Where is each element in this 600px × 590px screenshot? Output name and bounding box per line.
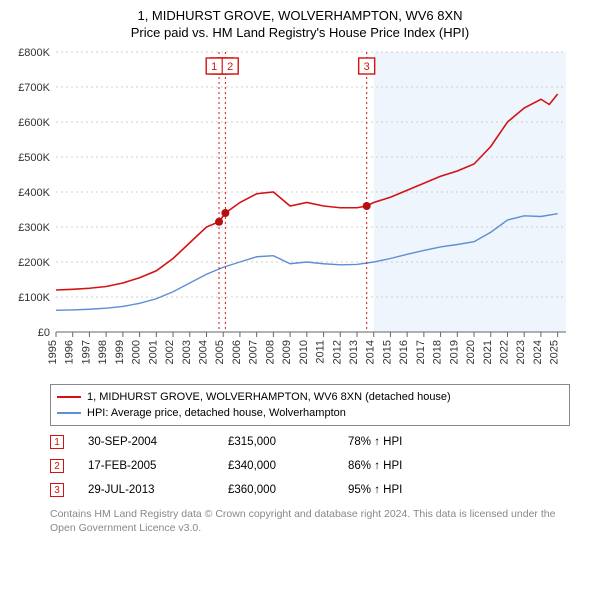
legend-swatch [57,396,81,398]
svg-text:1995: 1995 [47,340,59,364]
svg-text:2009: 2009 [281,340,293,364]
legend-item: HPI: Average price, detached house, Wolv… [57,405,563,421]
svg-text:1999: 1999 [114,340,126,364]
svg-text:2012: 2012 [331,340,343,364]
legend-item: 1, MIDHURST GROVE, WOLVERHAMPTON, WV6 8X… [57,389,563,405]
svg-text:£300K: £300K [18,222,50,234]
svg-text:2007: 2007 [248,340,260,364]
sale-hpi-relative: 95% ↑ HPI [348,484,488,496]
chart-title: 1, MIDHURST GROVE, WOLVERHAMPTON, WV6 8X… [10,8,590,23]
svg-text:2017: 2017 [415,340,427,364]
svg-text:2008: 2008 [264,340,276,364]
svg-text:1997: 1997 [80,340,92,364]
svg-text:2015: 2015 [381,340,393,364]
svg-text:2004: 2004 [197,340,209,364]
svg-text:1998: 1998 [97,340,109,364]
sales-table: 1 30-SEP-2004 £315,000 78% ↑ HPI 2 17-FE… [50,430,570,502]
svg-text:£800K: £800K [18,48,50,59]
table-row: 2 17-FEB-2005 £340,000 86% ↑ HPI [50,454,570,478]
svg-text:2010: 2010 [298,340,310,364]
svg-text:£700K: £700K [18,82,50,94]
svg-text:£400K: £400K [18,187,50,199]
svg-text:2: 2 [227,61,233,73]
legend: 1, MIDHURST GROVE, WOLVERHAMPTON, WV6 8X… [50,384,570,426]
table-row: 3 29-JUL-2013 £360,000 95% ↑ HPI [50,478,570,502]
chart-subtitle: Price paid vs. HM Land Registry's House … [10,25,590,40]
legend-swatch [57,412,81,414]
svg-text:2022: 2022 [498,340,510,364]
svg-text:2019: 2019 [448,340,460,364]
svg-text:2020: 2020 [465,340,477,364]
svg-text:1996: 1996 [64,340,76,364]
svg-text:2011: 2011 [315,340,327,364]
sale-date: 17-FEB-2005 [88,460,228,472]
sale-marker-box: 1 [50,435,64,449]
title-block: 1, MIDHURST GROVE, WOLVERHAMPTON, WV6 8X… [10,8,590,40]
sale-price: £340,000 [228,460,348,472]
svg-text:2021: 2021 [482,340,494,364]
legend-label: 1, MIDHURST GROVE, WOLVERHAMPTON, WV6 8X… [87,391,451,403]
svg-text:3: 3 [364,61,370,73]
svg-text:2006: 2006 [231,340,243,364]
chart-area: £0 £100K £200K £300K £400K £500K £600K £700K £80… [10,48,590,378]
attribution-text: Contains HM Land Registry data © Crown c… [50,508,570,535]
sale-marker-box: 2 [50,459,64,473]
svg-text:£200K: £200K [18,257,50,269]
svg-text:2003: 2003 [181,340,193,364]
svg-text:1: 1 [211,61,217,73]
sale-price: £315,000 [228,436,348,448]
sale-date: 30-SEP-2004 [88,436,228,448]
svg-text:2005: 2005 [214,340,226,364]
table-row: 1 30-SEP-2004 £315,000 78% ↑ HPI [50,430,570,454]
svg-text:£100K: £100K [18,292,50,304]
legend-label: HPI: Average price, detached house, Wolv… [87,407,346,419]
svg-text:2000: 2000 [131,340,143,364]
svg-text:£0: £0 [38,327,50,339]
svg-text:£600K: £600K [18,117,50,129]
svg-text:2025: 2025 [549,340,561,364]
svg-text:2013: 2013 [348,340,360,364]
svg-text:2024: 2024 [532,340,544,364]
svg-text:2016: 2016 [398,340,410,364]
svg-text:2001: 2001 [147,340,159,364]
sale-hpi-relative: 86% ↑ HPI [348,460,488,472]
line-chart-svg: £0 £100K £200K £300K £400K £500K £600K £700K £80… [10,48,570,378]
sale-marker-box: 3 [50,483,64,497]
svg-text:2002: 2002 [164,340,176,364]
sale-date: 29-JUL-2013 [88,484,228,496]
page-root: 1, MIDHURST GROVE, WOLVERHAMPTON, WV6 8X… [0,0,600,535]
svg-text:2023: 2023 [515,340,527,364]
svg-text:2018: 2018 [432,340,444,364]
svg-text:2014: 2014 [365,340,377,364]
sale-hpi-relative: 78% ↑ HPI [348,436,488,448]
sale-price: £360,000 [228,484,348,496]
svg-text:£500K: £500K [18,152,50,164]
